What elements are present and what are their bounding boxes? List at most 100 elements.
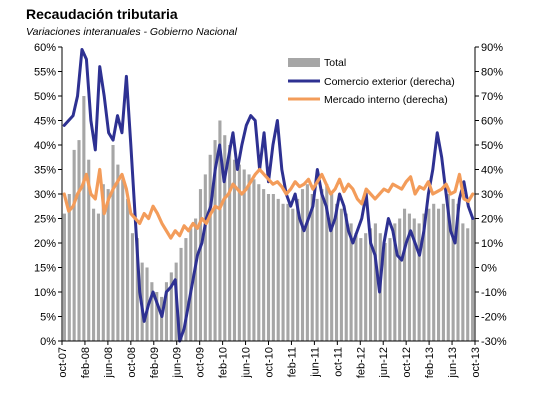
bar-total [101,184,105,341]
bar-total [184,238,188,341]
bar-total [160,296,164,341]
right-tick-label: 20% [481,214,503,226]
x-tick-label: feb-10 [218,347,230,378]
x-tick-label: feb-13 [424,347,436,378]
x-tick-label: jun-13 [447,347,459,379]
bar-total [466,228,470,341]
right-tick-label: 80% [481,67,503,79]
bar-total [223,135,227,341]
bar-total [315,198,319,341]
bar-total [155,292,159,341]
left-tick-label: 5% [40,312,56,324]
x-axis-ticks: oct-07 feb-08 jun-08 oct-08 feb-09 jun-09 oct-… [57,341,482,379]
bar-total [96,213,100,341]
bar-total [310,194,314,341]
bar-total [344,213,348,341]
left-axis-ticks: 0% 5% 10% 15% 20% 25% 30% 35% 40% 45% 50% 55% 60% [34,42,62,348]
bar-total [150,282,154,341]
bar-total [116,164,120,341]
left-tick-label: 15% [34,263,56,275]
legend: Total Comercio exterior (derecha) Mercad… [288,57,455,106]
bar-total [339,208,343,341]
bar-total [320,189,324,341]
bar-total [359,238,363,341]
bar-total [456,203,460,341]
bar-total [228,145,232,341]
bar-total [111,145,115,341]
left-tick-label: 35% [34,165,56,177]
bar-total [208,154,212,341]
left-tick-label: 20% [34,238,56,250]
bar-total [471,218,475,341]
bar-total [305,184,309,341]
bar-total [325,184,329,341]
bar-total [281,203,285,341]
bar-total [135,238,139,341]
left-tick-label: 55% [34,67,56,79]
bar-total [271,194,275,341]
left-tick-label: 25% [34,214,56,226]
bar-total [242,169,246,341]
x-tick-label: feb-08 [80,347,92,378]
bar-total [461,223,465,341]
x-tick-label: oct-13 [470,347,482,378]
bar-total [169,272,173,341]
bar-total [402,208,407,341]
bar-total [451,198,455,341]
bar-total [252,179,256,341]
bar-total [179,247,183,341]
bar-total [203,174,207,341]
bar-total [92,208,96,341]
bar-total [126,198,130,341]
bar-total [417,223,421,341]
legend-swatch-total [288,58,320,67]
bar-total [218,120,222,341]
lines-group [62,47,475,343]
bar-total [300,189,305,341]
bar-total [330,194,334,341]
bar-total [383,243,387,341]
bar-total [334,203,339,341]
left-tick-label: 40% [34,140,56,152]
right-tick-label: 70% [481,91,503,103]
right-tick-label: 40% [481,165,503,177]
right-tick-label: -10% [481,287,507,299]
right-tick-label: 90% [481,42,503,54]
bar-total [262,189,266,341]
x-tick-label: oct-07 [57,347,69,378]
bar-total [194,218,198,341]
line-comercio-exterior [62,47,475,343]
left-tick-label: 10% [34,287,56,299]
left-tick-label: 0% [40,336,56,348]
bar-total [145,267,149,341]
x-tick-label: jun-09 [172,347,184,379]
bar-total [296,198,300,341]
bar-total [286,203,290,341]
bar-total [121,179,125,341]
bar-total [130,233,135,341]
legend-label-mercado-interno: Mercado interno (derecha) [324,94,448,106]
x-tick-label: feb-09 [149,347,161,378]
bar-total [198,189,203,341]
x-tick-label: oct-12 [401,347,413,378]
bar-total [349,223,353,341]
bar-total [354,233,358,341]
left-tick-label: 50% [34,91,56,103]
bar-total [432,203,436,341]
x-tick-label: jun-12 [378,347,390,379]
x-tick-label: oct-11 [332,347,344,377]
right-tick-label: 50% [481,140,503,152]
legend-label-comercio-exterior: Comercio exterior (derecha) [324,76,455,88]
left-tick-label: 30% [34,189,56,201]
x-tick-label: oct-10 [264,347,276,378]
bar-total [106,189,110,341]
x-tick-label: jun-08 [103,347,115,379]
right-tick-label: 0% [481,263,497,275]
x-tick-label: jun-10 [241,347,253,379]
right-tick-label: -30% [481,336,507,348]
bar-total [422,213,426,341]
bar-total [67,194,71,341]
bar-total [77,140,81,341]
bar-total [247,174,251,341]
